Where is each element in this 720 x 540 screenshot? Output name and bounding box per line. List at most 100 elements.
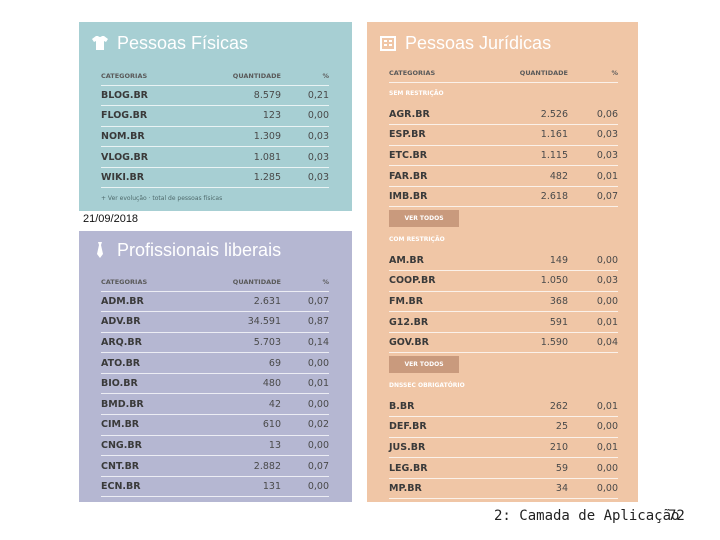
percent-cell: 0,00	[281, 476, 329, 498]
quantity-cell: 69	[189, 352, 281, 374]
percent-cell: 0,21	[281, 85, 329, 107]
table-row: LEG.BR 59 0,00	[389, 457, 618, 479]
table-row: CNT.BR 2.882 0,07	[101, 455, 329, 477]
quantity-cell: 1.081	[189, 146, 281, 168]
percent-cell: 0,02	[281, 414, 329, 436]
category-cell: ESP.BR	[389, 124, 497, 146]
category-cell: VLOG.BR	[101, 146, 190, 168]
quantity-cell: 149	[501, 250, 568, 272]
table-row: IMB.BR 2.618 0,07	[389, 186, 618, 208]
table-row: BLOG.BR 8.579 0,21	[101, 85, 329, 107]
category-cell: LEG.BR	[389, 457, 511, 479]
category-cell: CIM.BR	[101, 414, 190, 436]
category-cell: AGR.BR	[389, 104, 497, 126]
category-cell: CNT.BR	[101, 455, 190, 477]
percent-cell: 0,01	[568, 396, 618, 418]
table-row: CIM.BR 610 0,02	[101, 414, 329, 436]
table-row: BMD.BR 42 0,00	[101, 393, 329, 416]
table-row: ESP.BR 1.161 0,03	[389, 124, 618, 146]
table-row: ADM.BR 2.631 0,07	[101, 291, 329, 313]
percent-cell: 0,01	[568, 165, 618, 187]
category-cell: DEF.BR	[389, 416, 511, 438]
table-row: FLOG.BR 123 0,00	[101, 105, 329, 127]
section-label-com-restricao: COM RESTRIÇÃO	[389, 236, 445, 243]
ver-evolucao-link[interactable]: + Ver evolução · total de pessoas física…	[101, 195, 223, 202]
quantity-cell: 59	[510, 457, 568, 479]
table-row: G12.BR 591 0,01	[389, 311, 618, 333]
quantity-cell: 5.703	[189, 332, 281, 354]
percent-cell: 0,00	[281, 435, 329, 457]
pessoas-juridicas-header: Pessoas Jurídicas	[379, 30, 551, 56]
category-cell: WIKI.BR	[101, 167, 190, 189]
table-row: ECN.BR 131 0,00	[101, 476, 329, 498]
dnssec-obrigatorio-table: B.BR 262 0,01 DEF.BR 25 0,00 JUS.BR 210 0,01 LEG.…	[389, 396, 618, 500]
category-cell: BIO.BR	[101, 373, 190, 395]
quantity-cell: 1.590	[501, 332, 568, 354]
percent-cell: 0,01	[568, 437, 618, 459]
category-cell: FAR.BR	[389, 165, 497, 187]
category-cell: ATO.BR	[101, 352, 190, 374]
percent-cell: 0,06	[568, 104, 618, 126]
percent-cell: 0,07	[281, 455, 329, 477]
pessoas-fisicas-title: Pessoas Físicas	[117, 32, 249, 53]
table-row: BIO.BR 480 0,01	[101, 373, 329, 395]
category-cell: NOM.BR	[101, 126, 190, 148]
table-row: COOP.BR 1.050 0,03	[389, 270, 618, 292]
pessoas-fisicas-header: Pessoas Físicas	[91, 30, 248, 56]
quantity-cell: 2.882	[189, 455, 281, 477]
table-row: AGR.BR 2.526 0,06	[389, 104, 618, 126]
col-percent: %	[568, 64, 618, 83]
percent-cell: 0,00	[281, 393, 329, 416]
quantity-cell: 1.309	[189, 126, 281, 148]
table-row: ADV.BR 34.591 0,87	[101, 311, 329, 333]
quantity-cell: 368	[501, 291, 568, 313]
table-row: FM.BR 368 0,00	[389, 291, 618, 313]
percent-cell: 0,03	[281, 167, 329, 189]
percent-cell: 0,01	[568, 311, 618, 333]
quantity-cell: 210	[510, 437, 568, 459]
quantity-cell: 8.579	[189, 85, 281, 107]
category-cell: ADM.BR	[101, 291, 190, 313]
table-row: ATO.BR 69 0,00	[101, 352, 329, 374]
col-percent: %	[281, 273, 329, 292]
table-row: GOV.BR 1.590 0,04	[389, 332, 618, 354]
quantity-cell: 42	[189, 393, 281, 416]
quantity-cell: 13	[189, 435, 281, 457]
t-shirt-icon	[91, 34, 109, 52]
percent-cell: 0,00	[568, 416, 618, 438]
category-cell: ARQ.BR	[101, 332, 190, 354]
profissionais-liberais-panel: Profissionais liberais CATEGORIAS QUANTI…	[79, 231, 352, 502]
profissionais-liberais-title: Profissionais liberais	[117, 239, 282, 260]
quantity-cell: 1.115	[496, 145, 568, 167]
quantity-cell: 591	[501, 311, 568, 333]
category-cell: GOV.BR	[389, 332, 502, 354]
percent-cell: 0,14	[281, 332, 329, 354]
category-cell: FM.BR	[389, 291, 502, 313]
ver-todos-button[interactable]: VER TODOS	[389, 210, 459, 227]
quantity-cell: 34.591	[189, 311, 281, 333]
quantity-cell: 2.631	[189, 291, 281, 313]
section-label-sem-restricao: SEM RESTRIÇÃO	[389, 90, 444, 97]
quantity-cell: 1.050	[501, 270, 568, 292]
table-row: MP.BR 34 0,00	[389, 478, 618, 500]
percent-cell: 0,07	[281, 291, 329, 313]
com-restricao-table: AM.BR 149 0,00 COOP.BR 1.050 0,03 FM.BR 368 0,00…	[389, 250, 618, 354]
category-cell: JUS.BR	[389, 437, 511, 459]
percent-cell: 0,01	[281, 373, 329, 395]
percent-cell: 0,00	[568, 478, 618, 500]
table-row: FAR.BR 482 0,01	[389, 165, 618, 187]
table-row: JUS.BR 210 0,01	[389, 437, 618, 459]
quantity-cell: 480	[189, 373, 281, 395]
table-row: ETC.BR 1.115 0,03	[389, 145, 618, 167]
quantity-cell: 34	[510, 478, 568, 500]
percent-cell: 0,03	[281, 126, 329, 148]
category-cell: CNG.BR	[101, 435, 190, 457]
footer-title: 2: Camada de Aplicação	[494, 508, 680, 524]
pessoas-juridicas-title: Pessoas Jurídicas	[405, 32, 552, 53]
ver-todos-button[interactable]: VER TODOS	[389, 356, 459, 373]
category-cell: BLOG.BR	[101, 85, 190, 107]
quantity-cell: 131	[189, 476, 281, 498]
category-cell: COOP.BR	[389, 270, 502, 292]
building-icon	[379, 34, 397, 52]
table-row: DEF.BR 25 0,00	[389, 416, 618, 438]
